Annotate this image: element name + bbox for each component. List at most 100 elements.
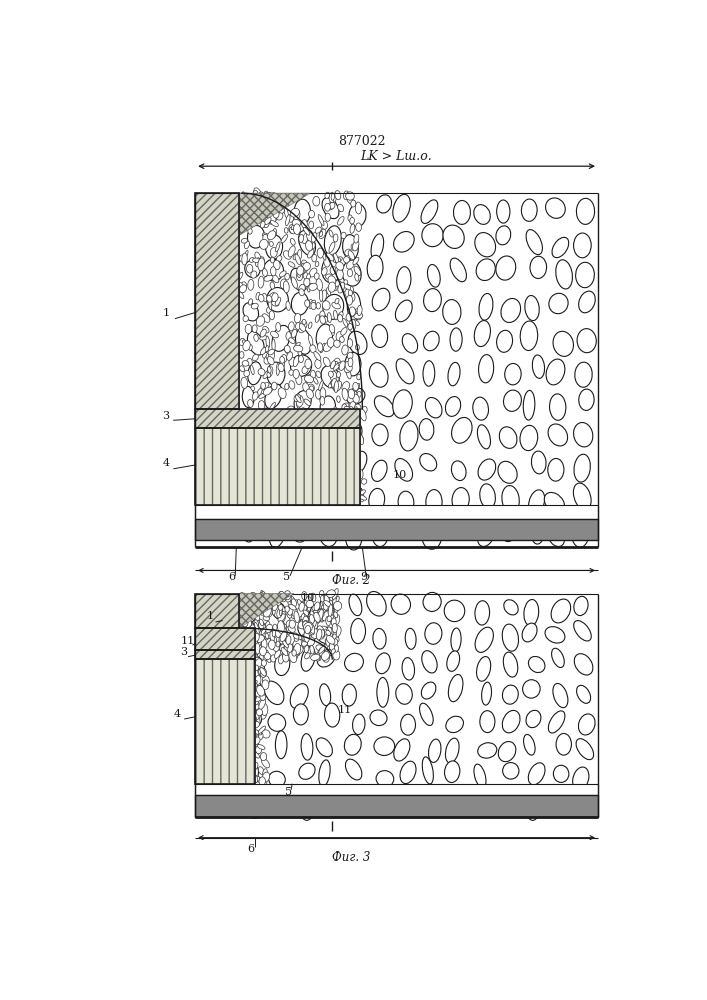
Ellipse shape: [306, 230, 314, 242]
Ellipse shape: [313, 482, 320, 490]
Ellipse shape: [354, 266, 361, 276]
Ellipse shape: [346, 457, 349, 464]
Ellipse shape: [276, 322, 281, 332]
Ellipse shape: [304, 278, 310, 286]
Ellipse shape: [279, 478, 281, 484]
Ellipse shape: [255, 627, 260, 634]
Ellipse shape: [291, 329, 297, 337]
Ellipse shape: [503, 390, 521, 411]
Ellipse shape: [328, 380, 335, 388]
Ellipse shape: [291, 425, 298, 434]
Ellipse shape: [256, 635, 264, 642]
Ellipse shape: [333, 193, 337, 202]
Ellipse shape: [553, 683, 568, 708]
Ellipse shape: [261, 347, 267, 355]
Ellipse shape: [289, 620, 296, 628]
Ellipse shape: [319, 229, 326, 239]
Ellipse shape: [323, 342, 332, 352]
Ellipse shape: [320, 630, 325, 637]
Ellipse shape: [284, 347, 291, 355]
Ellipse shape: [359, 435, 363, 443]
Ellipse shape: [573, 621, 591, 641]
Ellipse shape: [578, 291, 595, 313]
Ellipse shape: [258, 668, 263, 675]
Ellipse shape: [254, 620, 259, 627]
Ellipse shape: [257, 197, 263, 203]
Ellipse shape: [272, 604, 278, 611]
Ellipse shape: [259, 239, 268, 249]
Ellipse shape: [255, 622, 259, 634]
Ellipse shape: [301, 614, 305, 623]
Ellipse shape: [573, 767, 589, 790]
Ellipse shape: [275, 496, 281, 502]
Ellipse shape: [242, 361, 249, 366]
Ellipse shape: [286, 453, 293, 461]
Ellipse shape: [263, 453, 267, 459]
Ellipse shape: [264, 652, 271, 660]
Ellipse shape: [240, 665, 247, 675]
Ellipse shape: [343, 485, 363, 503]
Ellipse shape: [247, 279, 254, 290]
Ellipse shape: [245, 602, 252, 611]
Ellipse shape: [265, 607, 272, 617]
Ellipse shape: [306, 274, 310, 281]
Ellipse shape: [297, 475, 301, 481]
Ellipse shape: [325, 226, 341, 255]
Ellipse shape: [307, 637, 315, 646]
Ellipse shape: [293, 356, 299, 367]
Ellipse shape: [346, 455, 352, 465]
Ellipse shape: [293, 210, 300, 220]
Ellipse shape: [310, 611, 315, 620]
Text: 6: 6: [247, 844, 255, 854]
Ellipse shape: [291, 492, 306, 517]
Ellipse shape: [239, 742, 245, 749]
Ellipse shape: [339, 336, 344, 343]
Ellipse shape: [337, 372, 341, 378]
Ellipse shape: [242, 775, 245, 780]
Ellipse shape: [308, 621, 312, 633]
Ellipse shape: [264, 594, 269, 601]
Ellipse shape: [279, 271, 286, 277]
Ellipse shape: [278, 621, 284, 633]
Ellipse shape: [284, 208, 288, 219]
Ellipse shape: [265, 629, 271, 639]
Ellipse shape: [577, 685, 590, 703]
Ellipse shape: [282, 650, 288, 659]
Ellipse shape: [323, 602, 328, 610]
Ellipse shape: [305, 408, 309, 414]
Ellipse shape: [255, 460, 259, 468]
Ellipse shape: [297, 266, 304, 275]
Ellipse shape: [391, 594, 411, 614]
Ellipse shape: [395, 459, 413, 481]
Ellipse shape: [350, 224, 355, 233]
Ellipse shape: [331, 649, 335, 654]
Ellipse shape: [327, 636, 335, 644]
Ellipse shape: [324, 651, 330, 659]
Text: 10: 10: [392, 470, 407, 480]
Ellipse shape: [301, 260, 308, 272]
Ellipse shape: [319, 424, 327, 430]
Ellipse shape: [288, 262, 295, 267]
Ellipse shape: [316, 738, 332, 757]
Ellipse shape: [258, 276, 264, 288]
Ellipse shape: [328, 276, 336, 285]
Ellipse shape: [238, 681, 243, 694]
Ellipse shape: [267, 628, 285, 646]
Ellipse shape: [308, 335, 312, 345]
Ellipse shape: [475, 627, 493, 652]
Ellipse shape: [236, 758, 243, 768]
Ellipse shape: [276, 363, 280, 375]
Ellipse shape: [259, 592, 264, 599]
Ellipse shape: [264, 408, 269, 415]
Ellipse shape: [528, 656, 545, 673]
Ellipse shape: [317, 789, 332, 815]
Ellipse shape: [267, 357, 274, 365]
Ellipse shape: [254, 713, 259, 720]
Ellipse shape: [307, 374, 311, 380]
Ellipse shape: [357, 374, 361, 380]
Ellipse shape: [524, 734, 535, 755]
Ellipse shape: [257, 709, 262, 716]
Ellipse shape: [249, 681, 263, 706]
Ellipse shape: [314, 466, 320, 477]
Ellipse shape: [325, 419, 331, 428]
